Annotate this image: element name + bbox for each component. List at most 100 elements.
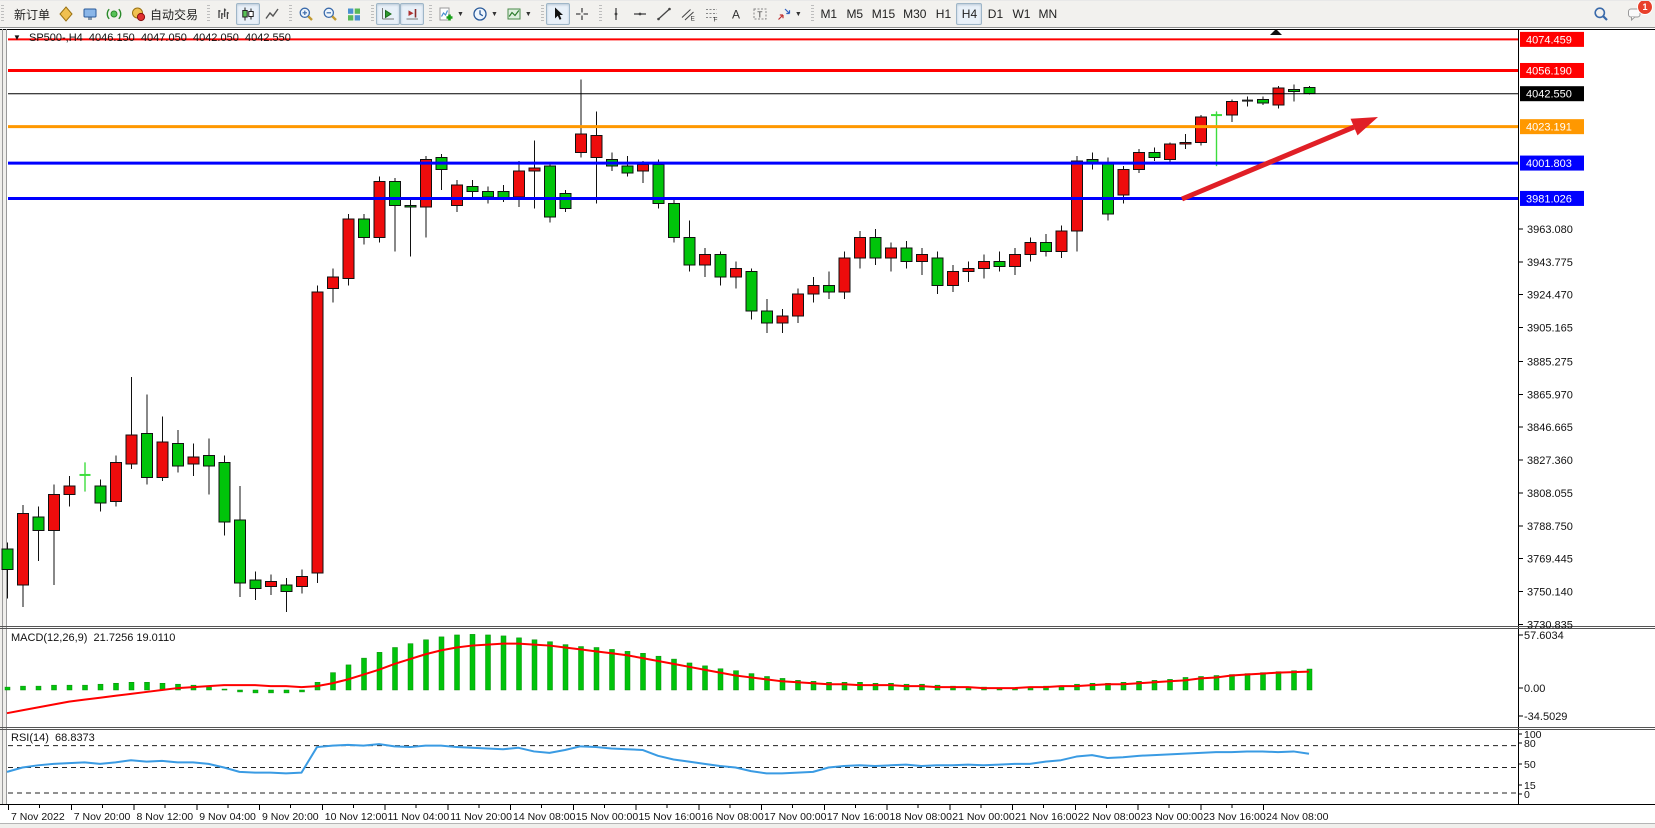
macd-histogram-bar — [1306, 668, 1313, 691]
macd-histogram-bar — [609, 649, 615, 691]
macd-histogram-bar — [82, 684, 88, 691]
timeframe-h1[interactable]: H1 — [935, 7, 952, 21]
bull-candle — [776, 315, 789, 324]
resistance-line-1-badge — [1520, 31, 1584, 47]
bull-candle — [125, 434, 138, 465]
bear-candle — [466, 186, 479, 193]
templates-button[interactable]: ▼ — [502, 3, 536, 25]
time-tick-label: 15 Nov 00:00 — [576, 811, 639, 823]
bull-candle — [1164, 143, 1176, 160]
bull-candle — [1009, 254, 1021, 268]
timeframe-m5[interactable]: M5 — [846, 7, 864, 21]
bear-candle — [203, 455, 215, 467]
timeframe-mn[interactable]: MN — [1038, 7, 1058, 21]
bear-candle — [761, 310, 773, 324]
tile-windows-button[interactable] — [342, 3, 366, 25]
bull-candle — [1133, 152, 1145, 171]
zoom-in-button[interactable] — [294, 3, 318, 25]
macd-histogram-bar — [35, 685, 42, 691]
bear-candle — [559, 192, 572, 210]
cursor-button[interactable] — [545, 3, 570, 25]
toolbar-right: 1 — [1589, 1, 1655, 25]
rsi-axis-label: 0 — [1524, 789, 1530, 801]
macd-histogram-bar — [97, 683, 104, 691]
auto-trading-button[interactable]: 自动交易 — [126, 3, 202, 25]
macd-indicator-label: MACD(12,26,9) 21.7256 19.0110 — [11, 632, 176, 644]
macd-histogram-bar — [1089, 682, 1096, 691]
price-tick-label: 3808.055 — [1527, 488, 1573, 500]
bull-candle — [807, 284, 820, 295]
timeframe-h4[interactable]: H4 — [956, 3, 983, 25]
macd-histogram-bar — [221, 688, 228, 691]
price-tick-label: 3846.665 — [1527, 422, 1573, 434]
rsi-indicator-label: RSI(14) 68.8373 — [11, 732, 95, 744]
macd-histogram-bar — [795, 680, 801, 691]
macd-histogram-bar — [1198, 676, 1204, 691]
fibonacci-button[interactable]: F — [700, 3, 724, 25]
bull-candle — [311, 291, 324, 574]
profile-icon[interactable] — [54, 3, 78, 25]
text-label-button[interactable]: T — [748, 3, 772, 25]
trend-arrow-head[interactable] — [1350, 117, 1378, 136]
macd-axis-label: 57.6034 — [1524, 630, 1564, 642]
chevron-down-icon: ▼ — [524, 10, 532, 18]
bull-candle — [885, 247, 897, 259]
add-indicator-button[interactable]: ▼ — [434, 3, 468, 25]
macd-histogram-bar — [376, 652, 383, 691]
time-tick-label: 21 Nov 00:00 — [952, 811, 1015, 823]
line-chart-button[interactable] — [260, 3, 284, 25]
chart-menu-triangle-icon[interactable]: ▼ — [13, 33, 21, 42]
bear-candle — [1040, 242, 1052, 252]
periods-button[interactable]: ▼ — [468, 3, 502, 25]
bull-candle — [342, 218, 355, 279]
chat-icon[interactable]: 1 — [1623, 1, 1653, 25]
macd-histogram-bar — [826, 682, 832, 691]
macd-histogram-bar — [671, 658, 677, 691]
bull-candle — [1071, 160, 1083, 232]
price-tick-label: 3905.165 — [1527, 323, 1573, 335]
timeframe-w1[interactable]: W1 — [1012, 7, 1031, 21]
broadcast-icon[interactable] — [102, 3, 126, 25]
time-tick-label: 18 Nov 08:00 — [890, 811, 953, 823]
horizontal-line-button[interactable] — [628, 3, 652, 25]
macd-histogram-bar — [547, 641, 553, 691]
equidistant-channel-button[interactable]: E — [676, 3, 700, 25]
support-line-2-badge — [1520, 190, 1584, 206]
market-watch-icon[interactable] — [78, 3, 102, 25]
macd-histogram-bar — [128, 682, 135, 691]
timeframe-m15[interactable]: M15 — [871, 7, 896, 21]
macd-histogram-bar — [578, 646, 584, 691]
crosshair-button[interactable] — [570, 3, 594, 25]
search-icon[interactable] — [1589, 3, 1613, 25]
macd-histogram-bar — [1291, 670, 1297, 691]
timeframe-d1[interactable]: D1 — [987, 7, 1004, 21]
timeframe-m30[interactable]: M30 — [903, 7, 927, 21]
auto-scroll-button[interactable] — [376, 3, 401, 25]
bear-candle — [358, 218, 370, 239]
macd-histogram-bar — [4, 686, 11, 691]
price-tick-label: 3963.080 — [1527, 224, 1573, 236]
current-price-line-price-label: 4042.550 — [1526, 89, 1572, 101]
candlestick-chart-button[interactable] — [236, 3, 261, 25]
arrows-button[interactable]: ▼ — [772, 3, 806, 25]
vertical-line-button[interactable] — [604, 3, 628, 25]
zoom-out-button[interactable] — [318, 3, 342, 25]
chart-shift-button[interactable] — [400, 3, 425, 25]
macd-histogram-bar — [1275, 671, 1282, 691]
bear-candle — [404, 204, 417, 208]
time-tick-label: 17 Nov 16:00 — [827, 811, 890, 823]
new-order-button[interactable]: 新订单 — [14, 7, 51, 22]
trendline-button[interactable] — [652, 3, 676, 25]
bear-candle — [714, 254, 727, 278]
bull-candle — [110, 461, 122, 503]
text-button[interactable]: A — [724, 3, 748, 25]
bear-candle — [745, 271, 758, 312]
time-tick-label: 22 Nov 08:00 — [1078, 811, 1141, 823]
trend-arrow[interactable] — [1181, 124, 1355, 202]
timeframe-m1[interactable]: M1 — [820, 7, 838, 21]
macd-histogram-bar — [438, 636, 445, 691]
timeframe-group: M1 M5 M15 M30 H1 H4 D1 W1 MN — [810, 1, 1065, 27]
bar-chart-button[interactable] — [212, 3, 236, 25]
bull-candle — [265, 581, 277, 588]
